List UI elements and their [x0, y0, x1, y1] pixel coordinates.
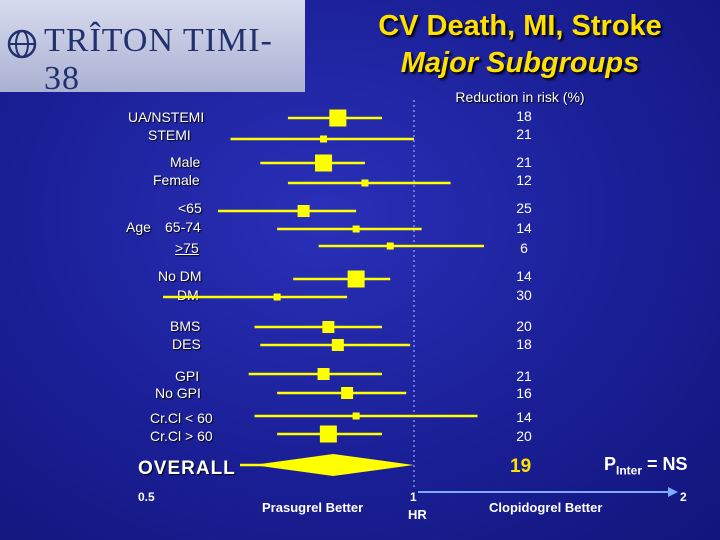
hr-marker [319, 425, 337, 443]
label-no-dm: No DM [158, 268, 202, 284]
reduction-value: 20 [516, 428, 532, 444]
hr-marker [347, 270, 365, 288]
clopidogrel-better-label: Clopidogrel Better [489, 500, 603, 515]
label-des: DES [172, 336, 201, 352]
triton-timi-logo: TRÎTON TIMI-38 [0, 0, 305, 97]
label-overall: OVERALL [138, 458, 236, 479]
reduction-value: 14 [516, 220, 532, 236]
hr-marker [273, 293, 281, 301]
hr-marker [386, 242, 394, 250]
label-age-under-65: <65 [178, 200, 202, 216]
hr-marker [341, 387, 354, 399]
hr-marker [297, 205, 310, 217]
label-ua-nstemi: UA/NSTEMI [128, 109, 205, 125]
overall-reduction-value: 19 [510, 456, 532, 477]
slide-title: CV Death, MI, Stroke [378, 10, 662, 42]
reduction-value: 12 [516, 172, 532, 188]
reduction-value: 18 [516, 108, 532, 124]
hr-marker [317, 368, 330, 380]
globe-icon [7, 29, 37, 59]
reduction-column-header: Reduction in risk (%) [455, 89, 585, 105]
axis-hr-label: HR [408, 507, 427, 522]
reduction-value: 21 [516, 154, 532, 170]
hr-marker [315, 154, 333, 172]
hr-marker [352, 412, 360, 420]
reduction-value: 21 [516, 126, 532, 142]
axis-ref-label: 1 [410, 490, 417, 504]
label-stemi: STEMI [148, 127, 191, 143]
label-age-75-plus: >75 [175, 240, 199, 256]
label-no-gpi: No GPI [155, 385, 201, 401]
p-interaction-label: PInter = NS [604, 454, 688, 478]
prasugrel-better-label: Prasugrel Better [262, 500, 364, 515]
reduction-value: 21 [516, 368, 532, 384]
label-crcl-60-plus: Cr.Cl > 60 [150, 428, 213, 444]
reduction-value: 25 [516, 200, 532, 216]
reduction-value: 18 [516, 336, 532, 352]
axis-max-label: 2 [680, 490, 687, 504]
hr-marker [331, 339, 344, 351]
label-gpi: GPI [175, 368, 200, 384]
label-crcl-under-60: Cr.Cl < 60 [150, 410, 213, 426]
reduction-value: 6 [520, 240, 528, 256]
overall-diamond [253, 454, 414, 476]
hr-marker [352, 225, 360, 233]
reduction-value: 14 [516, 409, 532, 425]
clopidogrel-arrow-head [668, 487, 678, 497]
label-dm: DM [177, 287, 199, 303]
label-bms: BMS [170, 318, 201, 334]
label-age: Age [126, 219, 151, 235]
reduction-value: 30 [516, 287, 532, 303]
hr-marker [329, 109, 347, 127]
hr-marker [320, 135, 328, 143]
logo-text: TRÎTON TIMI-38 [44, 22, 273, 97]
reduction-value: 20 [516, 318, 532, 334]
label-male: Male [170, 154, 201, 170]
label-female: Female [153, 172, 200, 188]
reduction-value: 16 [516, 385, 532, 401]
axis-min-label: 0.5 [138, 490, 155, 504]
label-age-65-74: 65-74 [165, 219, 201, 235]
hr-marker [361, 179, 369, 187]
hr-marker [322, 321, 335, 333]
reduction-value: 14 [516, 268, 532, 284]
slide-subtitle: Major Subgroups [400, 47, 640, 79]
